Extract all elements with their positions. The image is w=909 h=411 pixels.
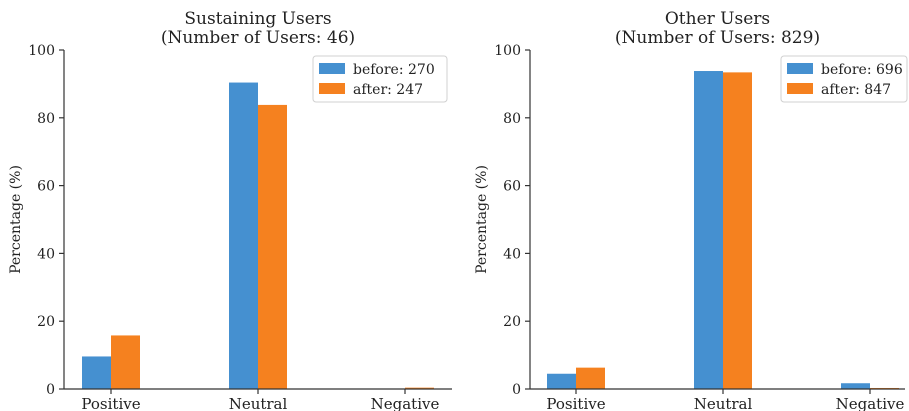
x-tick-label-negative: Negative — [836, 395, 905, 411]
x-tick-label-positive: Positive — [81, 395, 140, 411]
chart-title-line: (Number of Users: 829) — [615, 28, 820, 48]
bar-positive-after — [111, 335, 140, 389]
x-tick-label-negative: Negative — [371, 395, 440, 411]
legend-label-before: before: 270 — [353, 62, 435, 78]
legend-swatch-after — [319, 83, 345, 94]
y-tick-label: 100 — [28, 43, 55, 59]
chart-title-line: Sustaining Users — [184, 9, 331, 29]
legend-swatch-before — [319, 63, 345, 74]
bar-neutral-before — [694, 71, 723, 389]
y-tick-label: 60 — [37, 179, 55, 195]
y-tick-label: 20 — [503, 314, 521, 330]
y-tick-label: 40 — [37, 246, 55, 262]
y-axis-label: Percentage (%) — [474, 165, 490, 274]
legend-swatch-before — [787, 63, 813, 74]
y-tick-label: 80 — [503, 111, 521, 127]
legend-label-after: after: 247 — [353, 82, 423, 98]
y-tick-label: 0 — [512, 382, 521, 398]
bar-neutral-before — [229, 82, 258, 389]
x-tick-label-positive: Positive — [546, 395, 605, 411]
y-axis-label: Percentage (%) — [8, 165, 24, 274]
y-tick-label: 80 — [37, 111, 55, 127]
chart-panel-2: Other Users(Number of Users: 829) Percent… — [474, 9, 908, 411]
x-tick-label-neutral: Neutral — [694, 395, 753, 411]
bar-positive-before — [82, 356, 111, 389]
y-tick-label: 60 — [503, 179, 521, 195]
y-tick-label: 20 — [37, 314, 55, 330]
bar-negative-after — [405, 387, 434, 389]
bar-negative-before — [841, 383, 870, 389]
bar-positive-after — [576, 367, 605, 389]
y-tick-label: 100 — [494, 43, 521, 59]
chart-panel-1: Sustaining Users(Number of Users: 46) Per… — [8, 9, 452, 411]
chart-title-line: Other Users — [665, 9, 770, 29]
bar-neutral-after — [723, 72, 752, 390]
x-tick-label-neutral: Neutral — [229, 395, 288, 411]
legend-swatch-after — [787, 83, 813, 94]
y-tick-label: 40 — [503, 246, 521, 262]
bar-neutral-after — [258, 104, 287, 389]
legend-label-before: before: 696 — [821, 62, 903, 78]
chart-title-line: (Number of Users: 46) — [161, 28, 355, 48]
legend-label-after: after: 847 — [821, 82, 891, 98]
y-tick-label: 0 — [46, 382, 55, 398]
bar-positive-before — [547, 373, 576, 389]
legend-box — [312, 55, 448, 103]
